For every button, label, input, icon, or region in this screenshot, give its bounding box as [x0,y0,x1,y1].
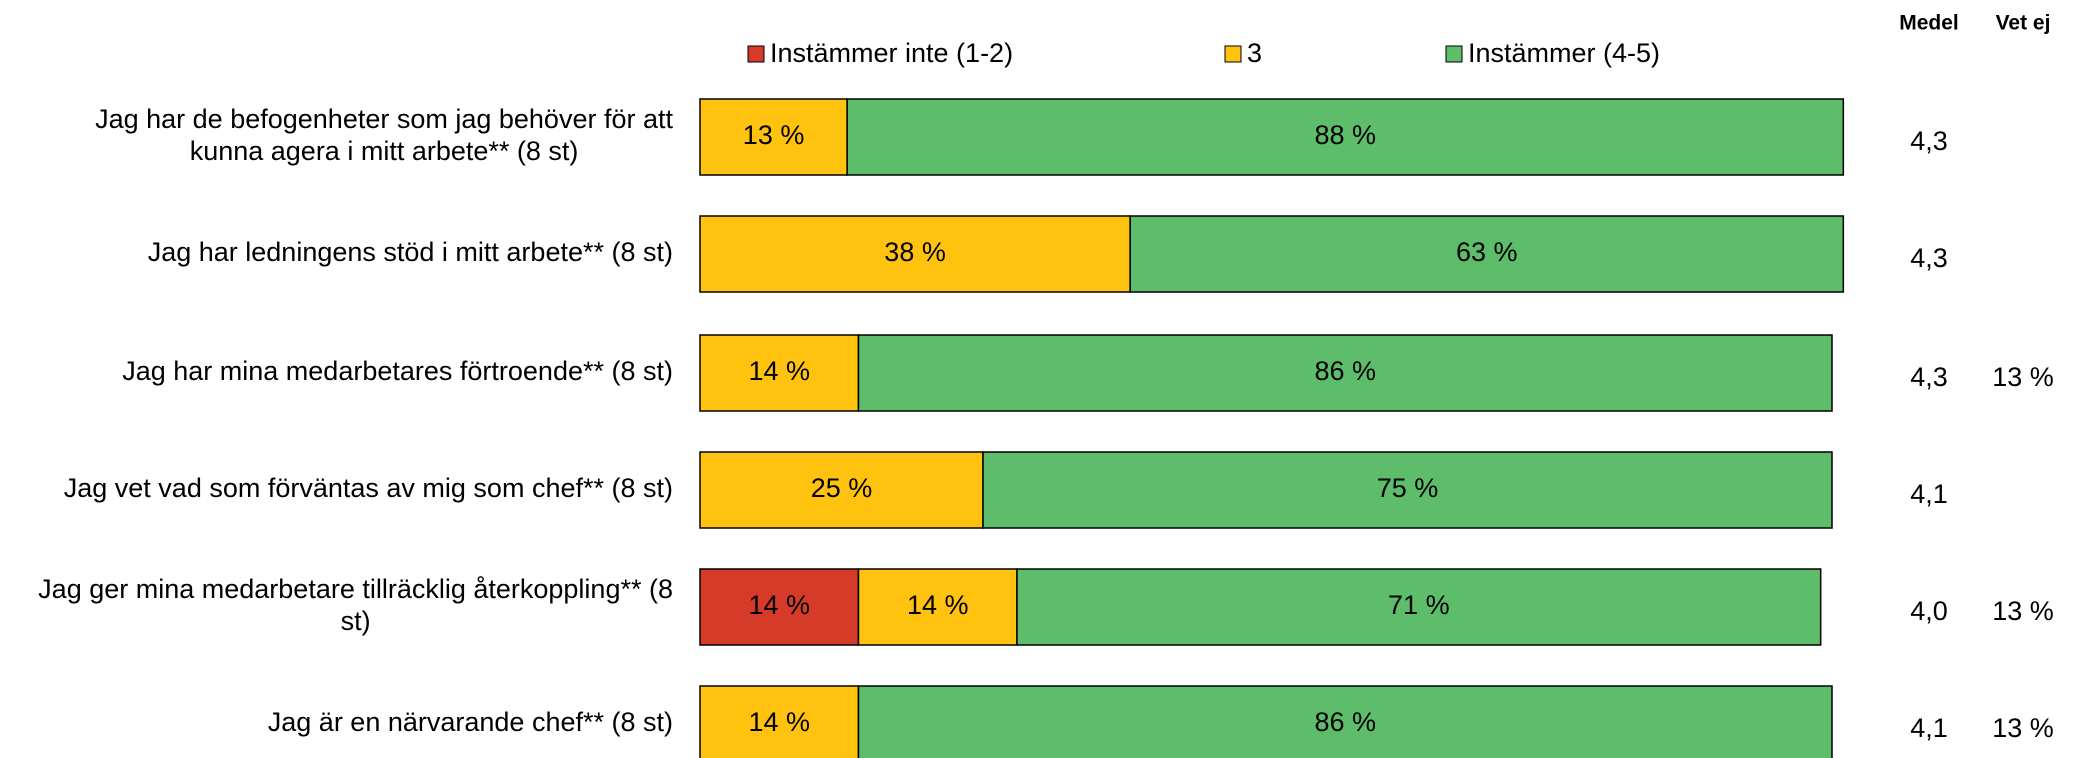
data-label: 86 % [1314,707,1376,737]
column-value: 13 % [1992,362,2054,392]
bar-segment [1016,568,1822,646]
data-label: 14 % [748,590,810,620]
bar-segment [857,334,1833,412]
legend-label: 3 [1247,38,1262,68]
bar-segment [1129,215,1845,293]
category-label: Jag har mina medarbetares förtroende** (… [122,356,673,386]
category-label: Jag har ledningens stöd i mitt arbete** … [148,237,673,267]
bar-segment [699,215,1131,293]
column-value: 4,3 [1910,243,1948,273]
bar-segment [699,98,848,176]
data-label: 75 % [1377,473,1439,503]
legend-label: Instämmer (4-5) [1468,38,1660,68]
bar-segment [699,451,984,529]
legend-swatch [747,45,765,63]
data-label: 63 % [1456,237,1518,267]
bar-segment [699,334,860,412]
data-label: 25 % [811,473,873,503]
data-label: 14 % [907,590,969,620]
category-label: Jag vet vad som förväntas av mig som che… [64,473,673,503]
category-label: Jag är en närvarande chef** (8 st) [268,707,673,737]
column-value: 13 % [1992,713,2054,743]
bar-segment [699,568,860,646]
bar-segment [857,568,1018,646]
column-value: 4,1 [1910,479,1948,509]
data-label: 88 % [1314,120,1376,150]
data-label: 14 % [748,707,810,737]
column-header: Medel [1899,12,1959,35]
data-label: 13 % [743,120,805,150]
category-label: Jag ger mina medarbetare tillräcklig åte… [38,574,673,636]
bar-segment [699,685,860,758]
column-value: 13 % [1992,596,2054,626]
category-label: Jag har de befogenheter som jag behöver … [95,104,673,166]
bar-segment [857,685,1833,758]
bar-segment [982,451,1833,529]
data-label: 14 % [748,356,810,386]
column-value: 4,3 [1910,126,1948,156]
data-label: 71 % [1388,590,1450,620]
column-header: Vet ej [1996,12,2051,35]
bar-segment [846,98,1845,176]
column-value: 4,3 [1910,362,1948,392]
data-label: 86 % [1314,356,1376,386]
legend-swatch [1224,45,1242,63]
legend-label: Instämmer inte (1-2) [770,38,1013,68]
legend-swatch [1445,45,1463,63]
column-value: 4,0 [1910,596,1948,626]
column-value: 4,1 [1910,713,1948,743]
data-label: 38 % [884,237,946,267]
